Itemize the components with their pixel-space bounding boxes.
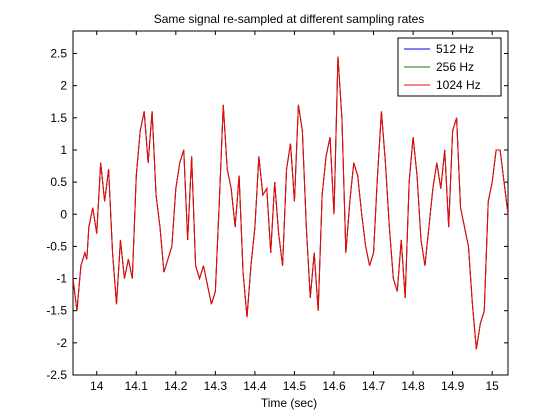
y-tick-label: 1 — [60, 143, 67, 157]
axes-frame — [72, 30, 509, 376]
chart-title: Same signal re-sampled at different samp… — [154, 12, 425, 26]
x-tick-label: 14.6 — [322, 379, 346, 393]
x-tick-label: 14.1 — [125, 379, 149, 393]
y-tick-label: 0 — [60, 207, 67, 221]
y-tick-label: 2.5 — [50, 47, 67, 61]
y-tick-label: -2.5 — [46, 368, 67, 382]
y-tick-label: -0.5 — [46, 239, 67, 253]
legend-label-512-hz: 512 Hz — [436, 42, 474, 56]
y-tick-label: -1 — [56, 272, 67, 286]
legend: 512 Hz 256 Hz 1024 Hz — [397, 37, 502, 97]
legend-label-1024-hz: 1024 Hz — [436, 78, 481, 92]
y-tick-label: -1.5 — [46, 304, 67, 318]
series-lines — [73, 56, 508, 350]
x-tick-label: 14.8 — [401, 379, 425, 393]
x-axis-label: Time (sec) — [261, 396, 317, 410]
y-tick-label: 1.5 — [50, 111, 67, 125]
x-tick-label: 14.9 — [441, 379, 465, 393]
series-line-1024-hz — [73, 56, 508, 350]
x-tick-label: 14.7 — [362, 379, 386, 393]
x-tick-label: 15 — [486, 379, 500, 393]
axes: 14 14.1 14.2 14.3 14.4 14.5 14.6 14.7 14.8 14.9 15… — [46, 30, 509, 393]
x-tick-label: 14.2 — [164, 379, 188, 393]
x-tick-label: 14.4 — [243, 379, 267, 393]
x-tick-label: 14.5 — [283, 379, 307, 393]
x-tick-label: 14.3 — [204, 379, 228, 393]
legend-label-256-hz: 256 Hz — [436, 60, 474, 74]
x-tick-label: 14 — [90, 379, 104, 393]
y-tick-label: 0.5 — [50, 175, 67, 189]
y-tick-label: 2 — [60, 79, 67, 93]
y-tick-label: -2 — [56, 336, 67, 350]
